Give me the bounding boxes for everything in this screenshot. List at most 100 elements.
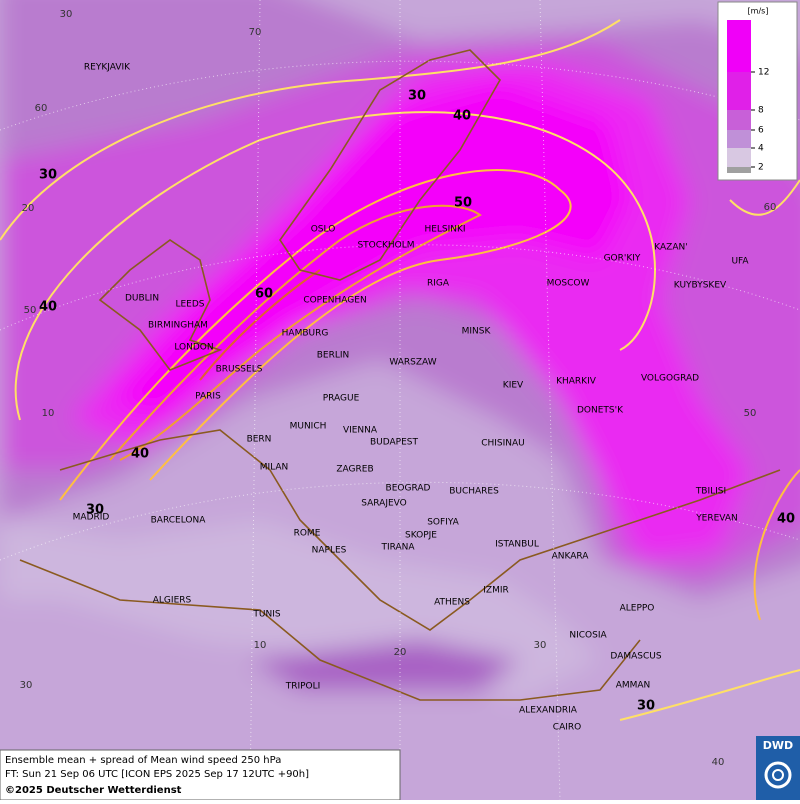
city-label: REYKJAVIK <box>84 63 131 73</box>
contour-label: 30 <box>86 503 104 518</box>
city-label: HELSINKI <box>424 225 465 235</box>
logo: DWD <box>756 736 800 800</box>
city-label: ROME <box>294 529 321 539</box>
contour-label: 60 <box>255 287 273 302</box>
city-label: BERLIN <box>317 351 350 361</box>
contours <box>0 19 800 721</box>
city-label: BRUSSELS <box>216 365 263 375</box>
graticule-label: 60 <box>35 103 48 114</box>
contour-label: 30 <box>637 699 655 714</box>
graticule-label: 20 <box>394 647 407 658</box>
legend-swatch <box>727 167 751 173</box>
city-label: VOLGOGRAD <box>641 374 699 384</box>
city-label: CHISINAU <box>481 439 525 449</box>
legend-tick-label: 6 <box>758 126 764 136</box>
city-label: MINSK <box>462 327 492 337</box>
city-label: ANKARA <box>552 552 590 562</box>
city-label: AMMAN <box>616 681 651 691</box>
city-label: KAZAN' <box>654 243 687 253</box>
legend-swatch <box>727 130 751 148</box>
graticule-label: 60 <box>764 202 777 213</box>
coastlines <box>19 49 781 701</box>
caption-line: ©2025 Deutscher Wetterdienst <box>5 785 182 796</box>
city-label: SOFIYA <box>427 518 459 528</box>
contour-label: 40 <box>39 300 57 315</box>
logo-icon <box>772 769 784 781</box>
contour-label: 40 <box>131 447 149 462</box>
city-label: ALGIERS <box>153 596 192 606</box>
city-label: NICOSIA <box>569 631 607 641</box>
city-label: KIEV <box>503 381 524 391</box>
city-label: ALEXANDRIA <box>519 706 578 716</box>
city-label: GOR'KIY <box>604 254 641 264</box>
city-label: CAIRO <box>553 723 581 733</box>
legend-unit: [m/s] <box>748 7 769 16</box>
logo-icon <box>764 761 792 789</box>
city-label: OSLO <box>311 225 336 235</box>
city-label: SKOPJE <box>405 531 437 541</box>
graticule-label: 70 <box>249 27 262 38</box>
contour-label: 50 <box>454 196 472 211</box>
city-label: STOCKHOLM <box>357 241 414 251</box>
labels: REYKJAVIK OSLO STOCKHOLM HELSINKI GOR'KIY KAZ… <box>20 9 795 768</box>
legend-swatch <box>727 148 751 167</box>
city-label: PARIS <box>195 392 221 402</box>
graticule-label: 50 <box>744 408 757 419</box>
contour-label: 30 <box>39 168 57 183</box>
legend-tick-label: 4 <box>758 144 764 154</box>
city-label: NAPLES <box>312 546 347 556</box>
logo-text: DWD <box>763 739 793 752</box>
city-label: MUNICH <box>290 422 327 432</box>
legend-tick-label: 8 <box>758 106 764 116</box>
caption-line: FT: Sun 21 Sep 06 UTC [ICON EPS 2025 Sep… <box>5 769 309 780</box>
caption-line: Ensemble mean + spread of Mean wind spee… <box>5 755 281 766</box>
graticule-label: 50 <box>24 305 37 316</box>
city-label: DAMASCUS <box>610 652 661 662</box>
city-label: ALEPPO <box>620 604 655 614</box>
city-label: WARSZAW <box>389 358 436 368</box>
city-label: ISTANBUL <box>495 540 539 550</box>
city-label: ATHENS <box>434 598 470 608</box>
city-label: ZAGREB <box>336 465 373 475</box>
city-label: TBILISI <box>695 487 726 497</box>
city-label: BUDAPEST <box>370 438 419 448</box>
legend-swatch <box>727 20 751 72</box>
city-label: COPENHAGEN <box>303 296 366 306</box>
legend: [m/s] 2 4 6 8 12 <box>717 1 798 181</box>
graticule-label: 30 <box>60 9 73 20</box>
city-label: RIGA <box>427 279 450 289</box>
caption-box <box>0 749 401 801</box>
city-label: BIRMINGHAM <box>148 321 208 331</box>
city-label: MADRID <box>73 513 110 523</box>
city-label: HAMBURG <box>282 329 329 339</box>
legend-swatch <box>727 72 751 110</box>
city-label: VIENNA <box>343 426 378 436</box>
graticule-label: 20 <box>22 203 35 214</box>
graticule-label: 30 <box>534 640 547 651</box>
city-label: BARCELONA <box>151 516 207 526</box>
city-label: BUCHARES <box>449 487 499 497</box>
logo-box <box>756 736 800 800</box>
city-label: DONETS'K <box>577 406 624 416</box>
city-label: IZMIR <box>483 586 509 596</box>
city-label: SARAJEVO <box>361 499 407 509</box>
city-label: LEEDS <box>175 300 204 310</box>
city-label: KHARKIV <box>556 377 597 387</box>
graticule-label: 40 <box>712 757 725 768</box>
city-label: BEOGRAD <box>386 484 431 494</box>
legend-swatch <box>727 110 751 130</box>
city-label: YEREVAN <box>695 514 738 524</box>
city-label: MOSCOW <box>547 279 590 289</box>
contour-label: 40 <box>777 512 795 527</box>
graticule-label: 30 <box>20 680 33 691</box>
legend-tick-label: 12 <box>758 68 769 78</box>
city-label: KUYBYSKEV <box>674 281 727 291</box>
legend-ticks: 2 4 6 8 12 <box>751 68 769 173</box>
city-label: TIRANA <box>380 543 415 553</box>
contour-label: 40 <box>453 109 471 124</box>
caption: Ensemble mean + spread of Mean wind spee… <box>0 749 401 801</box>
city-label: TRIPOLI <box>285 682 321 692</box>
city-label: BERN <box>247 435 272 445</box>
